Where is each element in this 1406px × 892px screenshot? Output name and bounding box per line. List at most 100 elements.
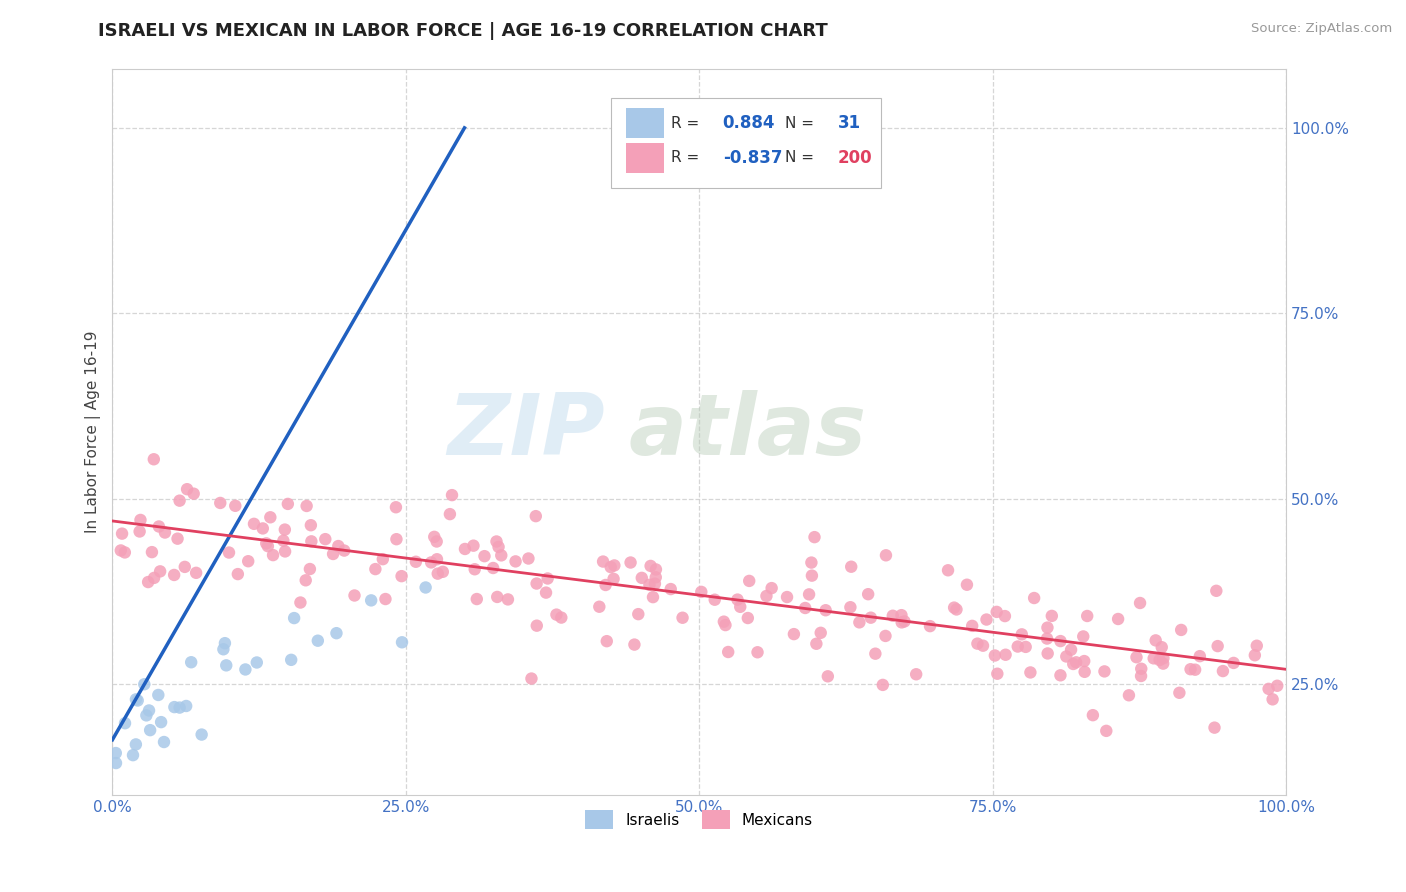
Point [294,574,316,588]
Point [486,590,509,604]
Point [426,534,449,549]
Point [280,653,302,667]
Point [148,688,170,702]
Point [671,611,693,625]
Point [602,572,624,586]
Point [420,556,443,570]
Point [322,547,344,561]
Point [114,545,136,559]
Text: 0.884: 0.884 [723,114,775,132]
Point [1143,651,1166,665]
FancyBboxPatch shape [627,143,664,173]
Point [129,513,152,527]
Point [440,488,463,502]
Point [1064,656,1087,670]
Point [1150,640,1173,655]
Point [517,551,540,566]
Point [890,615,912,630]
Point [333,543,356,558]
Point [1125,650,1147,665]
Point [238,554,260,568]
Point [371,552,394,566]
Point [984,648,1007,663]
Point [343,589,366,603]
Point [1007,640,1029,654]
Point [1015,640,1038,654]
Point [169,700,191,714]
Point [135,708,157,723]
Point [360,593,382,607]
Point [141,545,163,559]
Point [994,648,1017,662]
Point [806,637,828,651]
Point [136,575,159,590]
Point [1152,657,1174,671]
Point [856,587,879,601]
Point [174,698,197,713]
Point [956,578,979,592]
Point [114,716,136,731]
Text: 31: 31 [838,114,860,132]
Point [960,619,983,633]
Point [1076,609,1098,624]
Point [966,637,988,651]
Point [190,728,212,742]
Point [465,592,488,607]
Point [262,548,284,562]
Point [1261,692,1284,706]
Point [274,544,297,558]
Point [943,600,966,615]
Point [415,581,437,595]
Point [599,560,621,574]
Point [142,452,165,467]
Point [1130,662,1153,676]
Point [882,608,904,623]
Point [215,658,238,673]
Point [603,558,626,573]
Point [640,558,662,573]
Point [1073,665,1095,679]
Point [298,562,321,576]
Point [936,563,959,577]
Point [588,599,610,614]
Point [690,585,713,599]
Point [299,518,322,533]
Point [183,486,205,500]
Point [1060,642,1083,657]
Point [1168,686,1191,700]
Point [810,625,832,640]
Point [1152,651,1174,665]
Point [546,607,568,622]
Point [1246,639,1268,653]
Point [149,565,172,579]
Point [143,571,166,585]
Point [257,539,280,553]
Text: ISRAELI VS MEXICAN IN LABOR FORCE | AGE 16-19 CORRELATION CHART: ISRAELI VS MEXICAN IN LABOR FORCE | AGE … [98,22,828,40]
Point [848,615,870,630]
Point [273,533,295,548]
Point [717,645,740,659]
Text: ZIP: ZIP [447,391,606,474]
Point [1206,639,1229,653]
Point [644,570,666,584]
Point [638,578,661,592]
Point [307,633,329,648]
Point [122,748,145,763]
Point [259,510,281,524]
Point [235,663,257,677]
Point [1204,721,1226,735]
Point [534,585,557,599]
Point [738,574,761,588]
Point [226,567,249,582]
Point [776,590,799,604]
Point [526,618,548,632]
Point [163,568,186,582]
Point [713,615,735,629]
Point [1205,583,1227,598]
Point [839,559,862,574]
Point [550,610,572,624]
Point [1144,633,1167,648]
Point [491,549,513,563]
Point [485,534,508,549]
Point [254,536,277,550]
